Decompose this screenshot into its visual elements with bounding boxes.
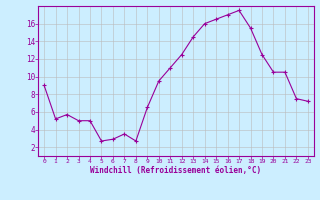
X-axis label: Windchill (Refroidissement éolien,°C): Windchill (Refroidissement éolien,°C) bbox=[91, 166, 261, 175]
